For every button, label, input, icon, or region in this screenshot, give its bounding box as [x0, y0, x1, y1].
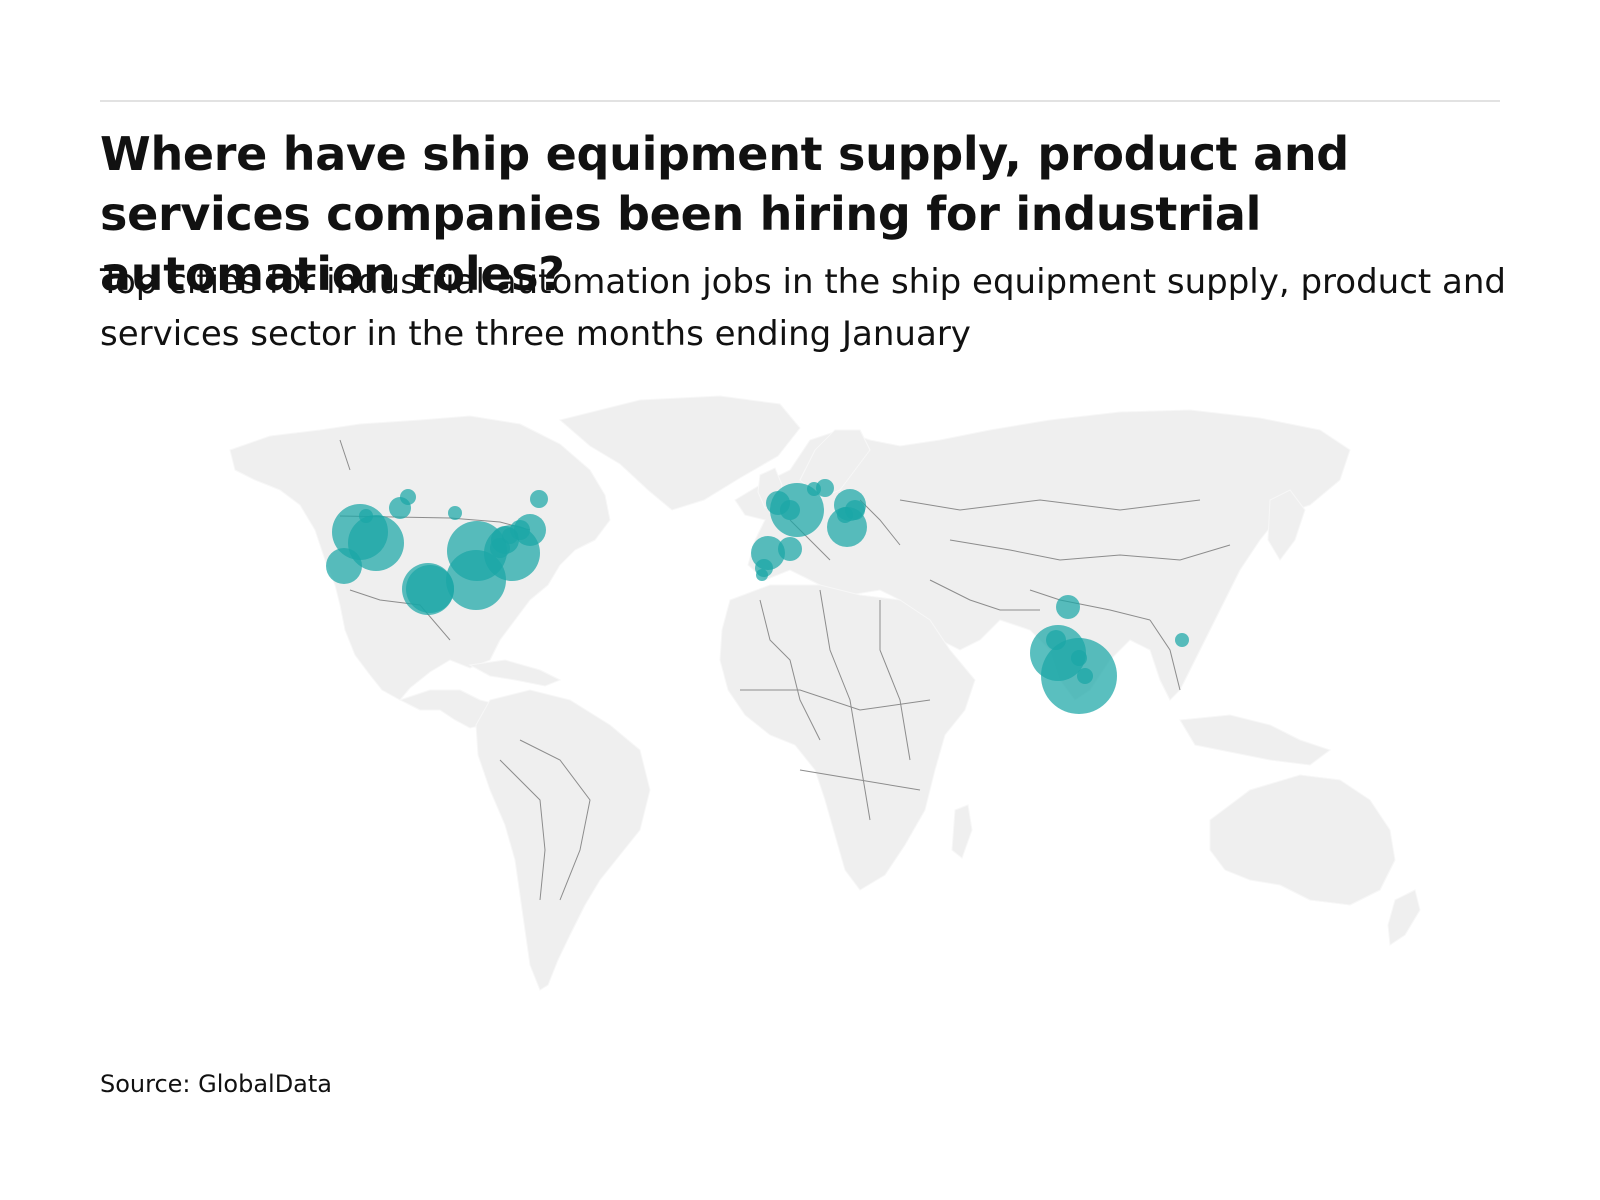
- border-us-mexico: [349, 589, 451, 641]
- bubble-eu-barcelona: [778, 537, 802, 561]
- border-africa-4: [740, 689, 931, 711]
- bubble-eu-seville: [756, 569, 768, 581]
- bubble-na-boston: [514, 514, 546, 546]
- land-caribbean: [468, 659, 562, 687]
- border-africa-2: [819, 589, 871, 821]
- land-greenland: [558, 395, 801, 511]
- bubble-na-houston: [402, 563, 454, 615]
- bubble-na-dallas: [406, 565, 454, 613]
- bubble-na-calgary: [389, 497, 411, 519]
- border-layer: [339, 439, 1231, 901]
- top-rule: [100, 100, 1500, 102]
- bubble-na-detroit: [446, 550, 506, 610]
- bubble-na-montreal: [502, 528, 518, 544]
- border-south-america-1: [519, 739, 591, 901]
- border-southeast-asia: [1149, 619, 1181, 691]
- land-scandinavia: [799, 429, 871, 499]
- chart-title: Where have ship equipment supply, produc…: [100, 127, 1349, 301]
- bubble-as-pune: [1046, 630, 1066, 650]
- source-note: Source: GlobalData: [100, 1070, 333, 1098]
- bubble-na-minneapolis: [448, 506, 462, 520]
- border-eurasia-1: [899, 499, 1201, 511]
- land-uk: [757, 467, 783, 509]
- bubble-na-newyork: [491, 526, 519, 554]
- bubble-eu-prague: [837, 507, 853, 523]
- bubble-as-hyderabad: [1071, 650, 1087, 666]
- bubble-na-portland: [400, 489, 416, 505]
- bubble-na-la: [359, 509, 373, 523]
- bubble-eu-london: [770, 483, 824, 537]
- land-madagascar: [951, 804, 973, 859]
- border-us-canada: [339, 515, 531, 531]
- bubble-as-bangalore: [1041, 638, 1117, 714]
- chart-subtitle: Top cities for industrial automation job…: [100, 262, 1507, 354]
- land-australia: [1209, 774, 1396, 906]
- bubble-na-sf: [326, 548, 362, 584]
- bubble-as-chennai: [1077, 668, 1093, 684]
- border-europe-1: [789, 519, 831, 561]
- land-central-america: [398, 689, 516, 731]
- bubble-layer: [326, 479, 1189, 714]
- land-southeast-asia-islands: [1179, 714, 1332, 766]
- bubble-eu-paris: [766, 491, 790, 515]
- border-middle-east: [929, 579, 1040, 611]
- land-eurasia: [734, 409, 1351, 701]
- bubble-as-mumbai: [1030, 625, 1086, 681]
- bubble-na-pittsburgh: [484, 525, 540, 581]
- land-north-america: [229, 415, 611, 701]
- land-new-zealand: [1387, 889, 1421, 946]
- bubble-as-delhi: [1056, 595, 1080, 619]
- bubble-na-philadelphia: [490, 538, 510, 558]
- border-africa-1: [759, 599, 821, 741]
- land-south-america: [475, 689, 651, 991]
- bubble-eu-berlin: [834, 489, 866, 521]
- border-africa-5: [799, 769, 921, 791]
- border-alaska: [339, 439, 351, 471]
- border-eurasia-2: [949, 539, 1231, 561]
- bubble-as-hanoi: [1175, 633, 1189, 647]
- bubble-eu-amsterdam: [780, 500, 800, 520]
- bubble-eu-madrid: [751, 536, 785, 570]
- bubble-na-toronto: [510, 520, 530, 540]
- border-africa-3: [879, 600, 911, 761]
- bubble-eu-hamburg: [807, 482, 821, 496]
- bubble-na-vancouver: [348, 515, 404, 571]
- bubble-eu-lisbon: [755, 559, 773, 577]
- border-europe-2: [859, 499, 901, 546]
- border-south-asia: [1029, 589, 1151, 621]
- bubble-na-chicago: [447, 521, 507, 581]
- bubble-na-halifax: [530, 490, 548, 508]
- border-south-america-2: [499, 759, 546, 901]
- bubble-eu-copenhagen: [816, 479, 834, 497]
- bubble-eu-vienna: [845, 500, 865, 520]
- land-africa: [719, 584, 976, 891]
- land-japan: [1267, 489, 1306, 561]
- bubble-eu-munich: [827, 507, 867, 547]
- bubble-na-seattle: [332, 504, 388, 560]
- land-layer: [229, 395, 1421, 991]
